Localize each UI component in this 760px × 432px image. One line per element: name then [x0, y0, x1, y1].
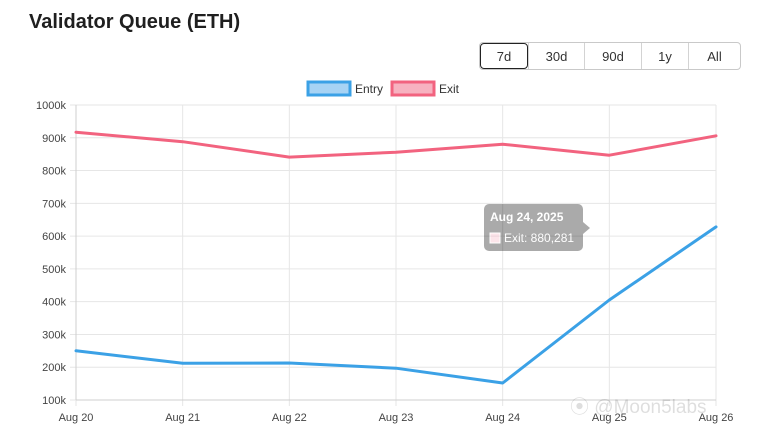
x-tick-label: Aug 22: [272, 412, 307, 424]
range-button-30d[interactable]: 30d: [528, 43, 584, 69]
y-tick-label: 500k: [42, 264, 66, 276]
y-tick-label: 700k: [42, 198, 66, 210]
data-point-entry: [287, 360, 292, 365]
x-tick-label: Aug 21: [165, 412, 200, 424]
legend-swatch-exit: [390, 80, 436, 97]
legend-label-exit: Exit: [439, 82, 460, 96]
legend-label-entry: Entry: [355, 82, 383, 96]
data-point-exit: [394, 150, 399, 155]
range-button-7d[interactable]: 7d: [480, 43, 528, 69]
range-button-all[interactable]: All: [688, 43, 740, 69]
y-tick-label: 100k: [42, 395, 66, 407]
data-point-exit: [180, 139, 185, 144]
data-point-entry: [607, 298, 612, 303]
y-tick-label: 800k: [42, 166, 66, 178]
data-point-entry: [500, 380, 505, 385]
tooltip-title: Aug 24, 2025: [490, 210, 564, 224]
range-button-90d[interactable]: 90d: [584, 43, 641, 69]
data-point-entry: [180, 361, 185, 366]
y-tick-label: 600k: [42, 231, 66, 243]
y-tick-label: 400k: [42, 297, 66, 309]
legend-swatch-entry: [306, 80, 352, 97]
x-tick-label: Aug 26: [699, 412, 734, 424]
chart-tooltip: Aug 24, 2025 Exit: 880,281: [484, 204, 590, 251]
data-point-entry: [394, 366, 399, 371]
data-point-exit: [500, 142, 505, 147]
x-tick-label: Aug 25: [592, 412, 627, 424]
tooltip-swatch: [489, 232, 501, 244]
data-point-exit: [607, 153, 612, 158]
tooltip-box: [484, 204, 583, 251]
x-tick-label: Aug 23: [379, 412, 414, 424]
tooltip-value: Exit: 880,281: [504, 231, 574, 245]
data-point-exit: [714, 133, 719, 138]
data-point-entry: [74, 348, 79, 353]
data-point-exit: [74, 130, 79, 135]
y-tick-label: 1000k: [36, 100, 66, 112]
x-tick-label: Aug 20: [59, 412, 94, 424]
tooltip-caret: [583, 222, 590, 234]
y-tick-label: 900k: [42, 133, 66, 145]
chart-title: Validator Queue (ETH): [29, 11, 241, 33]
range-button-1y[interactable]: 1y: [641, 43, 688, 69]
y-tick-label: 300k: [42, 329, 66, 341]
series-line-exit: [74, 130, 718, 159]
y-tick-label: 200k: [42, 362, 66, 374]
x-tick-label: Aug 24: [485, 412, 520, 424]
data-point-exit: [287, 155, 292, 160]
time-range-selector: 7d 30d 90d 1y All: [479, 42, 741, 70]
data-point-entry: [714, 224, 719, 229]
watermark: ⦿ @Moon5labs: [570, 397, 707, 418]
series-line-entry: [74, 225, 718, 385]
